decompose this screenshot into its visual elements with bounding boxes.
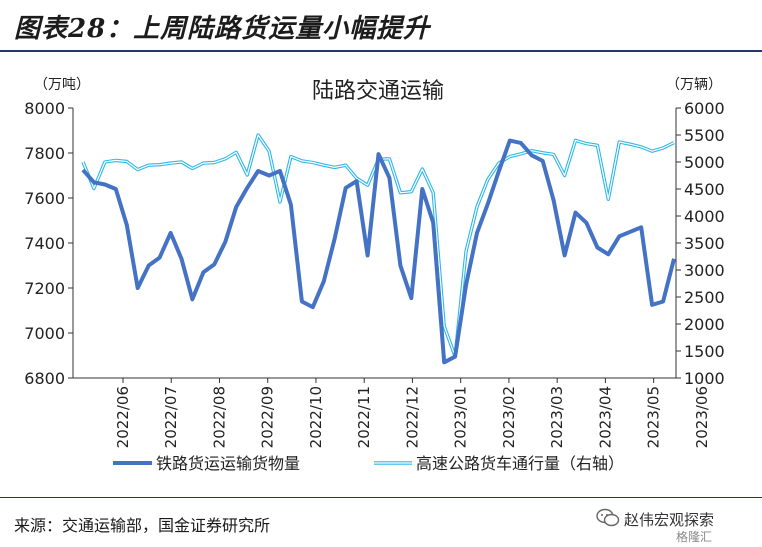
left-axis-unit: （万吨） (34, 77, 90, 93)
wechat-icon (596, 508, 620, 532)
x-tick-label: 2022/12 (403, 386, 421, 448)
legend-label-rail: 铁路货运运输货物量 (156, 454, 300, 473)
chart-legend: 铁路货运运输货物量 高速公路货车通行量（右轴） (113, 454, 624, 473)
chart-title: 陆路交通运输 (312, 79, 444, 104)
legend-label-highway: 高速公路货车通行量（右轴） (416, 454, 624, 473)
x-tick-label: 2023/06 (693, 386, 711, 448)
left-tick-label: 7400 (24, 234, 65, 253)
right-tick-label: 4500 (684, 180, 725, 199)
line-chart: 陆路交通运输 （万吨） （万辆） 6800 7000 7200 7400 7600 780… (24, 77, 724, 473)
chart-axes (72, 108, 677, 379)
right-tick-label: 3500 (684, 234, 725, 253)
series-line-rail (81, 138, 676, 365)
right-tick-label: 1000 (684, 369, 725, 388)
title-divider (0, 50, 762, 52)
left-tick-label: 7800 (24, 144, 65, 163)
chart-ticks: 6800 7000 7200 7400 7600 7800 8000 1000 1500 2000… (24, 99, 724, 448)
left-tick-label: 7000 (24, 324, 65, 343)
x-tick-label: 2022/07 (162, 386, 180, 448)
x-tick-label: 2023/01 (452, 386, 470, 448)
right-tick-label: 2500 (684, 288, 725, 307)
source-note: 来源：交通运输部，国金证券研究所 (14, 516, 271, 535)
left-tick-label: 7200 (24, 279, 65, 298)
x-tick-label: 2022/09 (259, 386, 277, 448)
left-tick-label: 7600 (24, 189, 65, 208)
watermark-account: 赵伟宏观探索 (624, 511, 715, 529)
figure-title: 图表28：上周陆路货运量小幅提升 (14, 14, 431, 44)
x-tick-label: 2023/03 (548, 386, 566, 448)
x-tick-label: 2022/06 (114, 386, 132, 448)
left-tick-label: 8000 (24, 99, 65, 118)
right-tick-label: 6000 (684, 99, 725, 118)
x-tick-label: 2022/11 (355, 386, 373, 448)
right-axis-unit: （万辆） (666, 77, 722, 93)
x-tick-label: 2023/02 (500, 386, 518, 448)
chart-lines (81, 133, 676, 365)
right-tick-label: 5500 (684, 126, 725, 145)
right-tick-label: 2000 (684, 315, 725, 334)
x-tick-label: 2022/08 (210, 386, 228, 448)
right-tick-label: 3000 (684, 261, 725, 280)
right-tick-label: 5000 (684, 153, 725, 172)
right-tick-label: 1500 (684, 342, 725, 361)
left-tick-label: 6800 (24, 369, 65, 388)
x-tick-label: 2023/04 (596, 386, 614, 448)
right-tick-label: 4000 (684, 207, 725, 226)
watermark-logo: 格隆汇 (676, 530, 713, 544)
footer-divider (0, 497, 762, 498)
x-tick-label: 2023/05 (645, 386, 663, 448)
x-tick-label: 2022/10 (307, 386, 325, 448)
